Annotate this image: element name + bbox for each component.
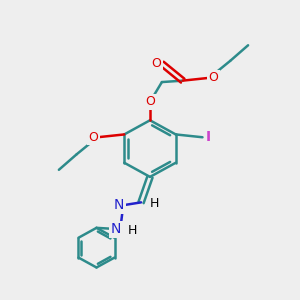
- Text: I: I: [205, 130, 210, 144]
- Text: O: O: [151, 57, 161, 70]
- Text: O: O: [89, 131, 99, 144]
- Text: H: H: [150, 197, 159, 210]
- Text: N: N: [114, 198, 124, 212]
- Text: O: O: [208, 71, 218, 84]
- Text: H: H: [128, 224, 137, 237]
- Text: N: N: [111, 222, 121, 236]
- Text: O: O: [145, 95, 155, 108]
